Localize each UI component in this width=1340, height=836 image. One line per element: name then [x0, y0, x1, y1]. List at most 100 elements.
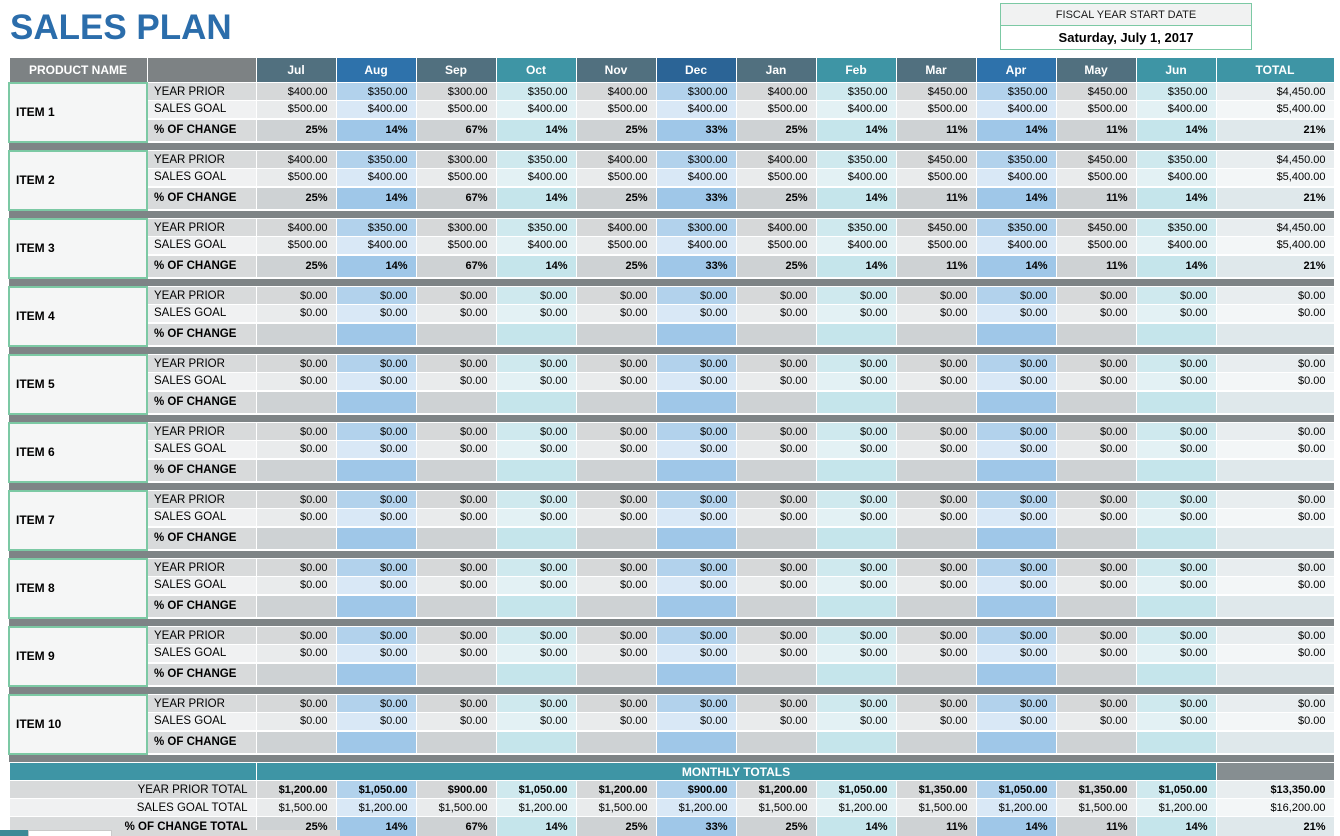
cell-sg[interactable]: $500.00	[575, 168, 657, 187]
cell-yp[interactable]: $0.00	[575, 490, 657, 509]
cell-yp[interactable]: $0.00	[655, 286, 737, 305]
cell-sg[interactable]: $0.00	[975, 712, 1057, 731]
cell-yp[interactable]: $350.00	[495, 218, 577, 237]
cell-yp[interactable]: $0.00	[1055, 286, 1137, 305]
cell-sg[interactable]: $0.00	[255, 576, 337, 595]
cell-sg[interactable]: $500.00	[895, 100, 977, 119]
cell-sg[interactable]: $0.00	[575, 508, 657, 527]
cell-sg[interactable]: $0.00	[1055, 576, 1137, 595]
cell-sg[interactable]: $0.00	[735, 712, 817, 731]
cell-sg[interactable]: $0.00	[255, 304, 337, 323]
cell-yp[interactable]: $0.00	[815, 490, 897, 509]
cell-sg[interactable]: $0.00	[415, 576, 497, 595]
cell-yp[interactable]: $4,450.00	[1215, 218, 1335, 237]
cell-yp[interactable]: $0.00	[335, 626, 417, 645]
cell-yp[interactable]: $400.00	[735, 218, 817, 237]
cell-yp[interactable]: $450.00	[895, 150, 977, 169]
cell-pct[interactable]	[335, 525, 417, 550]
cell-sg[interactable]: $0.00	[575, 712, 657, 731]
cell-yp[interactable]: $0.00	[415, 422, 497, 441]
cell-yp[interactable]: $350.00	[1135, 150, 1217, 169]
cell-yp[interactable]: $0.00	[335, 354, 417, 373]
cell-sg[interactable]: $500.00	[255, 236, 337, 255]
cell-pct[interactable]	[895, 525, 977, 550]
cell-yp[interactable]: $0.00	[975, 558, 1057, 577]
cell-sg[interactable]: $0.00	[895, 440, 977, 459]
row-label-yp[interactable]: YEAR PRIOR	[146, 694, 257, 713]
cell-sg[interactable]: $0.00	[1135, 576, 1217, 595]
cell-pct[interactable]	[1055, 593, 1137, 618]
totals-cell-pct[interactable]: 21%	[1215, 816, 1335, 836]
cell-pct[interactable]: 14%	[1135, 253, 1217, 278]
column-header-product-name[interactable]: PRODUCT NAME	[8, 57, 148, 83]
cell-sg[interactable]: $0.00	[975, 644, 1057, 663]
cell-sg[interactable]: $500.00	[735, 100, 817, 119]
cell-sg[interactable]: $500.00	[415, 236, 497, 255]
cell-pct[interactable]	[735, 457, 817, 482]
cell-sg[interactable]: $0.00	[975, 304, 1057, 323]
cell-pct[interactable]	[895, 389, 977, 414]
cell-yp[interactable]: $300.00	[415, 82, 497, 101]
monthly-totals-label[interactable]: MONTHLY TOTALS	[255, 762, 1217, 781]
cell-pct[interactable]: 14%	[975, 185, 1057, 210]
cell-sg[interactable]: $0.00	[895, 576, 977, 595]
cell-yp[interactable]: $0.00	[1055, 354, 1137, 373]
totals-cell-sg[interactable]: $1,500.00	[1055, 798, 1137, 817]
cell-sg[interactable]: $0.00	[735, 576, 817, 595]
cell-sg[interactable]: $0.00	[895, 712, 977, 731]
cell-yp[interactable]: $0.00	[575, 286, 657, 305]
cell-pct[interactable]	[735, 661, 817, 686]
cell-pct[interactable]	[255, 661, 337, 686]
cell-sg[interactable]: $0.00	[255, 372, 337, 391]
cell-pct[interactable]: 14%	[335, 253, 417, 278]
row-label-sg[interactable]: SALES GOAL	[146, 100, 257, 119]
cell-sg[interactable]: $400.00	[495, 236, 577, 255]
cell-pct[interactable]	[415, 729, 497, 754]
cell-sg[interactable]: $500.00	[735, 236, 817, 255]
row-label-sg[interactable]: SALES GOAL	[146, 576, 257, 595]
cell-yp[interactable]: $0.00	[415, 694, 497, 713]
cell-yp[interactable]: $0.00	[1215, 490, 1335, 509]
cell-pct[interactable]: 25%	[575, 185, 657, 210]
cell-yp[interactable]: $300.00	[655, 82, 737, 101]
cell-yp[interactable]: $0.00	[495, 694, 577, 713]
column-header-month-nov[interactable]: Nov	[575, 57, 657, 83]
cell-sg[interactable]: $400.00	[1135, 100, 1217, 119]
cell-pct[interactable]	[335, 661, 417, 686]
totals-cell-pct[interactable]: 33%	[655, 816, 737, 836]
cell-sg[interactable]: $0.00	[415, 304, 497, 323]
cell-pct[interactable]	[655, 729, 737, 754]
totals-cell-sg[interactable]: $1,200.00	[815, 798, 897, 817]
totals-cell-yp[interactable]: $1,200.00	[575, 780, 657, 799]
totals-cell-sg[interactable]: $1,200.00	[335, 798, 417, 817]
row-label-pct[interactable]: % OF CHANGE	[146, 321, 257, 346]
cell-yp[interactable]: $350.00	[335, 82, 417, 101]
cell-sg[interactable]: $0.00	[415, 712, 497, 731]
cell-sg[interactable]: $0.00	[575, 644, 657, 663]
cell-pct[interactable]	[815, 389, 897, 414]
cell-pct[interactable]	[655, 389, 737, 414]
cell-yp[interactable]: $0.00	[815, 422, 897, 441]
column-header-month-jul[interactable]: Jul	[255, 57, 337, 83]
cell-yp[interactable]: $0.00	[975, 490, 1057, 509]
cell-sg[interactable]: $400.00	[975, 100, 1057, 119]
totals-cell-pct[interactable]: 25%	[735, 816, 817, 836]
cell-pct[interactable]	[975, 321, 1057, 346]
cell-sg[interactable]: $0.00	[1055, 508, 1137, 527]
cell-pct[interactable]	[495, 661, 577, 686]
cell-pct[interactable]	[975, 525, 1057, 550]
cell-pct[interactable]	[575, 457, 657, 482]
totals-row-label-sg[interactable]: SALES GOAL TOTAL	[8, 798, 257, 817]
cell-yp[interactable]: $0.00	[415, 558, 497, 577]
cell-sg[interactable]: $0.00	[1215, 508, 1335, 527]
totals-cell-sg[interactable]: $1,500.00	[895, 798, 977, 817]
cell-yp[interactable]: $0.00	[655, 422, 737, 441]
cell-sg[interactable]: $0.00	[735, 644, 817, 663]
cell-sg[interactable]: $500.00	[735, 168, 817, 187]
cell-sg[interactable]: $0.00	[975, 440, 1057, 459]
cell-pct[interactable]	[895, 321, 977, 346]
cell-yp[interactable]: $0.00	[495, 354, 577, 373]
cell-yp[interactable]: $0.00	[1215, 354, 1335, 373]
cell-yp[interactable]: $0.00	[815, 354, 897, 373]
column-header-month-may[interactable]: May	[1055, 57, 1137, 83]
